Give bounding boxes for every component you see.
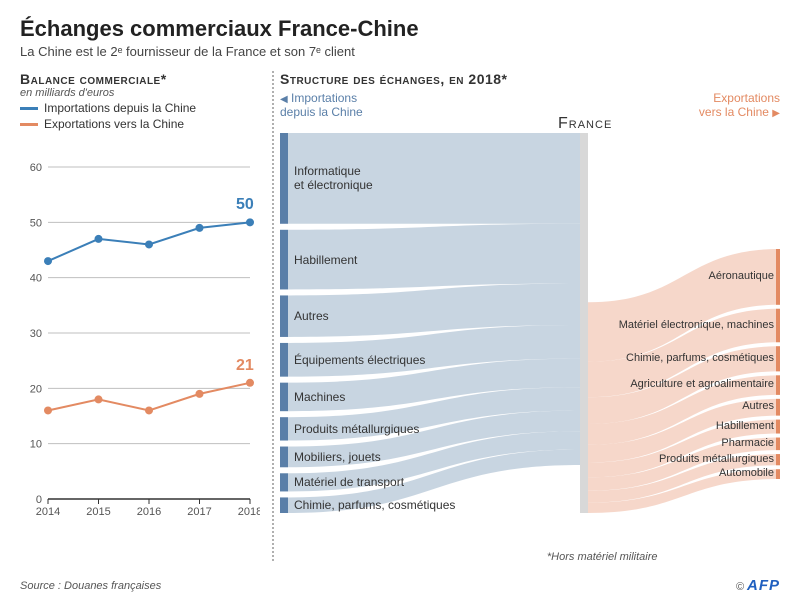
export-category-label: Autres <box>742 400 774 412</box>
source-label: Source : Douanes françaises <box>20 580 161 592</box>
footer: Source : Douanes françaises © AFP <box>20 577 780 594</box>
line-chart: 0 10 20 30 40 50 60 2014 2015 2016 2017 2018 50 21 <box>20 139 262 524</box>
export-category-label: Aéronautique <box>709 270 774 282</box>
swatch-imports <box>20 107 38 110</box>
svg-text:50: 50 <box>30 217 42 229</box>
imports-end-label: 50 <box>236 196 254 214</box>
legend-imports-label: Importations depuis la Chine <box>44 101 196 115</box>
svg-text:40: 40 <box>30 273 42 285</box>
import-category-label: Matériel de transport <box>294 475 404 489</box>
structure-heading: Structure des échanges, en 2018* <box>280 71 780 87</box>
export-category-label: Pharmacie <box>721 437 774 449</box>
export-category-label: Produits métallurgiques <box>659 453 774 465</box>
export-category-label: Matériel électronique, machines <box>619 319 774 331</box>
sankey-chart: France Informatiqueet électroniqueHabill… <box>280 119 780 549</box>
imports-column-label: ◀ Importationsdepuis la Chine <box>280 91 363 119</box>
svg-text:30: 30 <box>30 328 42 340</box>
copyright-symbol: © <box>736 581 744 593</box>
legend-exports-label: Exportations vers la Chine <box>44 117 184 131</box>
import-category-label: Chimie, parfums, cosmétiques <box>294 498 455 512</box>
legend-exports: Exportations vers la Chine <box>20 117 262 131</box>
brand-logo: AFP <box>747 577 780 594</box>
svg-text:2016: 2016 <box>137 506 161 518</box>
svg-text:2014: 2014 <box>36 506 60 518</box>
balance-heading: Balance commerciale* <box>20 71 262 87</box>
legend-imports: Importations depuis la Chine <box>20 101 262 115</box>
structure-note: *Hors matériel militaire <box>547 551 658 563</box>
svg-text:20: 20 <box>30 383 42 395</box>
svg-text:2017: 2017 <box>187 506 211 518</box>
arrow-right-icon: ▶ <box>772 108 780 119</box>
svg-text:2018: 2018 <box>238 506 260 518</box>
import-category-label: Informatiqueet électronique <box>294 164 373 192</box>
svg-text:10: 10 <box>30 439 42 451</box>
svg-text:0: 0 <box>36 494 42 506</box>
arrow-left-icon: ◀ <box>280 94 288 105</box>
import-category-label: Autres <box>294 309 329 323</box>
import-category-label: Habillement <box>294 253 357 267</box>
exports-end-label: 21 <box>236 357 254 375</box>
svg-text:60: 60 <box>30 162 42 174</box>
swatch-exports <box>20 123 38 126</box>
import-category-label: Machines <box>294 390 345 404</box>
structure-section: Structure des échanges, en 2018* ◀ Impor… <box>262 71 780 561</box>
export-category-label: Habillement <box>716 420 774 432</box>
export-category-label: Chimie, parfums, cosmétiques <box>626 352 774 364</box>
import-category-label: Équipements électriques <box>294 353 425 367</box>
export-category-label: Automobile <box>719 467 774 479</box>
page-title: Échanges commerciaux France-Chine <box>20 16 780 42</box>
import-category-label: Mobiliers, jouets <box>294 450 381 464</box>
svg-text:2015: 2015 <box>86 506 110 518</box>
import-category-label: Produits métallurgiques <box>294 422 419 436</box>
exports-column-label: Exportationsvers la Chine ▶ <box>699 91 780 119</box>
france-label: France <box>558 115 612 133</box>
balance-unit: en milliards d'euros <box>20 87 262 99</box>
export-category-label: Agriculture et agroalimentaire <box>630 378 774 390</box>
page-subtitle: La Chine est le 2ᵉ fournisseur de la Fra… <box>20 44 780 59</box>
balance-section: Balance commerciale* en milliards d'euro… <box>20 71 262 561</box>
